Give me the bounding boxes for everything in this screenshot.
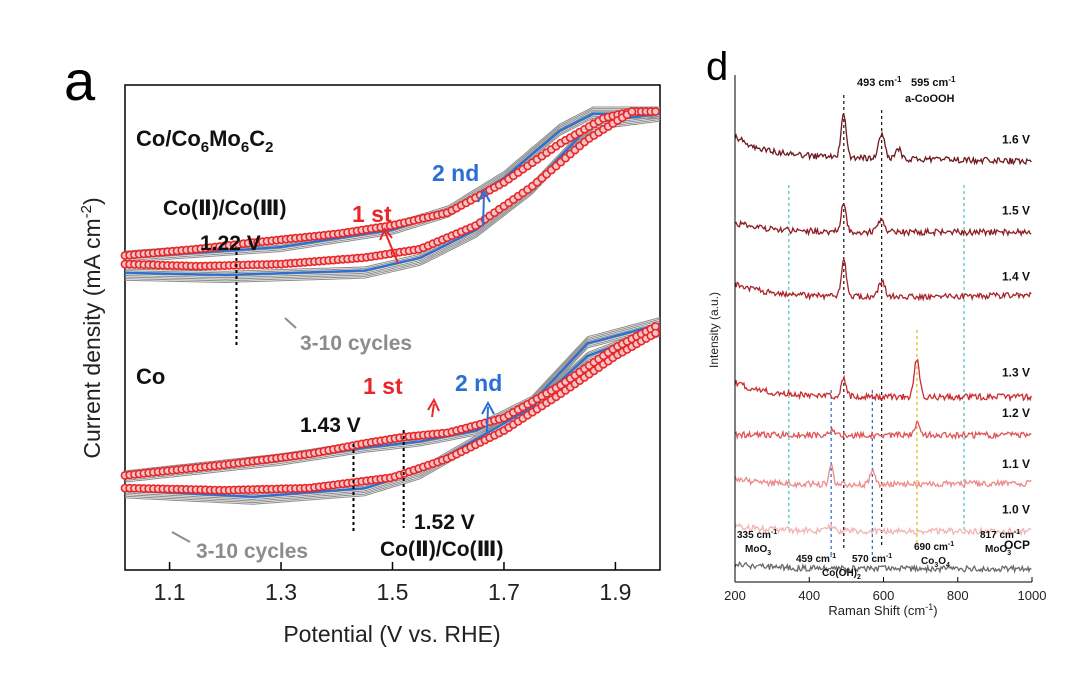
panel-a-bottom-cycles-arrow [171,531,191,543]
panel-a-top-cycle-upper-10 [124,117,660,263]
panel-a-top-second-upper [124,112,660,259]
panel-a-x-tick-label: 1.7 [488,579,520,605]
panel-a-x-tick-label: 1.3 [265,579,297,605]
panel-d-species-cooh2: Co(OH)2 [822,568,861,581]
panel-d-species-co3o4: Co3O4 [921,556,950,569]
panel-d-x-tick-label: 600 [873,588,895,603]
panel-d-y-axis-title: Intensity (a.u.) [707,292,721,368]
panel-a-top-cycles-label: 3-10 cycles [300,332,412,355]
panel-a-top-title: Co/Co6Mo6C2 [136,126,273,156]
panel-a-bottom-cycles-label: 3-10 cycles [196,540,308,563]
panel-d-peak-493-label: 493 cm-1 [857,75,902,89]
panel-a-peak-lines [235,252,405,534]
panel-d-spectrum-1-3-v [734,358,1032,403]
panel-a-top-second-lower [124,112,661,277]
panel-d-x-ticks: 200 400 600 800 1000 [724,577,1046,603]
panel-a-top-cycle-lower-3 [124,109,661,272]
panel-a-top-second-label: 2 nd [432,160,479,186]
panel-a-curves [124,106,661,505]
panel-d-plot: 1.6 V 1.5 V 1.4 V 1.3 V 1.2 V 1.1 V 1.0 V OCP 2… [724,75,1046,603]
panel-a-top-peak-label: 1.22 V [200,232,261,255]
panel-a-top-cycle-upper-9 [124,116,660,262]
panel-d-series-label: 1.0 V [1002,503,1030,517]
panel-a-bottom-second-arrowhead [481,400,495,415]
panel-d-series-label: OCP [1004,538,1030,552]
panel-d-x-tick-label: 1000 [1018,588,1047,603]
panel-d-series-label: 1.3 V [1002,366,1030,380]
panel-a-bottom-second-arrow [486,406,489,433]
panel-d-spectrum-1-2-v [734,420,1032,441]
panel-a-top-redox-label: Co(Ⅱ)/Co(Ⅲ) [163,197,286,220]
panel-d-series-label: 1.4 V [1002,269,1030,283]
panel-a-top-cycle-lower-4 [124,111,661,274]
panel-d-spectrum-1-5-v [734,203,1032,238]
panel-d-peak-guides [788,95,965,555]
panel-a-top-second-arrow [482,193,485,227]
panel-label-d: d [706,45,728,89]
panel-a-top-first-arrow [384,231,399,264]
panel-d-series-labels: 1.6 V 1.5 V 1.4 V 1.3 V 1.2 V 1.1 V 1.0 V OCP [1002,132,1030,552]
panel-d-spectrum-ocp [734,560,1032,575]
panel-d-x-tick-label: 200 [724,588,746,603]
panel-d-x-tick-label: 800 [947,588,969,603]
panel-a-y-axis-title: Current density (mA cm-2) [78,197,105,458]
panel-a-bottom-first-arrow [431,403,435,418]
panel-d-peak-570-label: 570 cm-1 [852,553,892,565]
panel-a-x-tick-label: 1.9 [599,579,631,605]
panel-a-bottom-redox-label: Co(Ⅱ)/Co(Ⅲ) [380,538,503,561]
panel-a-bottom-first-label: 1 st [363,373,403,399]
panel-d-peak-817-label: 817 cm-1 [980,529,1020,541]
panel-a-top-first-upper-marker [651,107,660,116]
panel-label-a: a [64,49,96,112]
panel-a-top-first-lower-marker [627,107,637,116]
panel-a-bottom-cycle-upper-10 [124,328,661,483]
panel-a-plot: 1.1 1.3 1.5 1.7 1.9 [120,84,661,605]
panel-a-bottom-peak2-label: 1.52 V [414,511,475,534]
panel-a-x-axis-title: Potential (V vs. RHE) [283,621,500,647]
panel-d-spectrum-1-0-v [734,522,1032,537]
panel-d-series-label: 1.6 V [1002,132,1030,146]
panel-a-x-tick-label: 1.1 [154,579,186,605]
panel-a-x-tick-label: 1.5 [377,579,409,605]
panel-a-top-first-arrowhead [379,227,393,241]
panel-d-x-axis-title: Raman Shift (cm-1) [828,602,937,618]
panel-d-spectrum-1-1-v [734,464,1032,490]
panel-a-x-ticks: 1.1 1.3 1.5 1.7 1.9 [154,562,631,605]
panel-a-top-second-arrowhead [477,188,491,203]
panel-a-top-cycle-lower-7 [124,115,661,279]
panel-a-top-first-label: 1 st [352,201,392,227]
panel-a-top-cycle-upper-8 [124,114,660,260]
panel-d-series-label: 1.2 V [1002,406,1030,420]
panel-d-species-moo3-left: MoO3 [745,544,771,557]
panel-d-peak-459-label: 459 cm-1 [796,553,836,565]
panel-a-markers [120,107,660,495]
panel-a-bottom-first-lower-marker [651,328,660,338]
panel-a-bottom-second-label: 2 nd [455,370,502,396]
panel-a-top-cycles-arrow [284,317,297,329]
panel-d-peak-595-label: 595 cm-1 [911,75,956,89]
panel-d-species-cooh: a-CoOOH [905,93,955,105]
panel-d-series-label: 1.5 V [1002,203,1030,217]
panel-d-series-label: 1.1 V [1002,457,1030,471]
panel-a-bottom-peak1-label: 1.43 V [300,414,361,437]
panel-d-peak-690-label: 690 cm-1 [914,541,954,553]
panel-d-species-moo3-right: MoO3 [985,544,1011,557]
panel-d-spectrum-1-4-v [734,258,1032,302]
panel-d-peak-335-label: 335 cm-1 [737,529,777,541]
panel-d-spectra [734,113,1032,575]
panel-d-spectrum-1-6-v [734,113,1032,166]
panel-d-x-tick-label: 400 [798,588,820,603]
panel-a-bottom-first-arrowhead [427,397,440,412]
panel-a-bottom-title: Co [136,364,165,389]
panel-a-bottom-cycle-upper-9 [124,326,661,481]
